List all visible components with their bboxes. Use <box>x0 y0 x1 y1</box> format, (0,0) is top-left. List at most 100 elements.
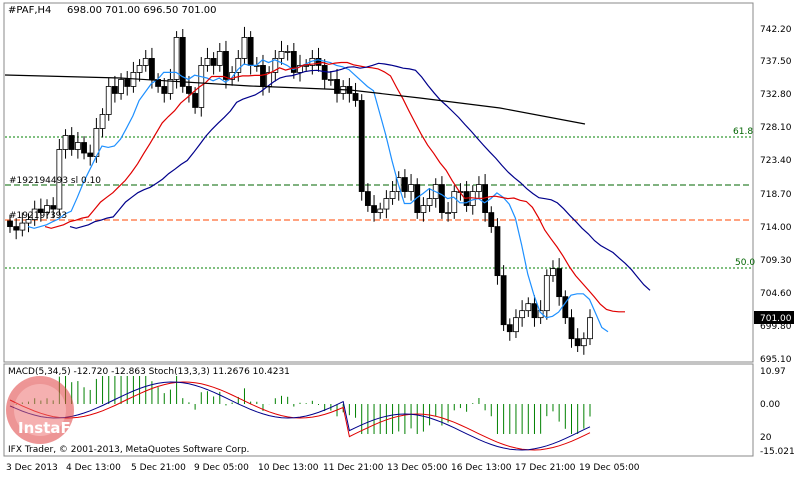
candle-body <box>426 198 433 206</box>
candle-body <box>476 184 482 192</box>
price-tick: 695.10 <box>760 355 792 365</box>
ma-slow-line <box>69 62 651 291</box>
candle-body <box>68 135 75 150</box>
candle-body <box>284 51 291 53</box>
time-label: 4 Dec 13:00 <box>66 463 121 473</box>
price-tick: 718.70 <box>760 190 792 200</box>
candle-body <box>506 324 513 333</box>
time-label: 17 Dec 21:00 <box>515 463 576 473</box>
price-tick: 723.40 <box>760 156 792 166</box>
candle-body <box>136 65 143 73</box>
candle-body <box>161 86 168 94</box>
current-price-marker <box>754 311 794 324</box>
candle-body <box>173 37 180 80</box>
main-panel <box>3 2 754 363</box>
ma-long-line <box>4 74 586 125</box>
candle-body <box>401 177 408 192</box>
candle-body <box>31 208 38 220</box>
candle-body <box>445 212 451 214</box>
order-label: #192194493 sl 0.10 <box>9 176 101 186</box>
candle-body <box>105 86 112 115</box>
candle-body <box>44 205 50 213</box>
candle-body <box>50 205 57 210</box>
candle-body <box>556 268 563 298</box>
time-label: 9 Dec 05:00 <box>194 463 249 473</box>
candle-body <box>25 219 32 224</box>
stochastic-signal-line <box>9 381 591 451</box>
candle-body <box>543 275 550 312</box>
time-label: 11 Dec 21:00 <box>323 463 384 473</box>
candle-body <box>118 79 124 94</box>
candle-body <box>297 65 303 73</box>
candle-body <box>74 142 81 150</box>
price-tick: 742.20 <box>760 25 792 35</box>
candle-body <box>167 79 174 94</box>
candle-body <box>290 51 297 73</box>
candle-body <box>500 275 507 326</box>
candle-body <box>513 317 519 333</box>
price-tick: 709.30 <box>760 256 792 266</box>
candle-body <box>204 58 211 66</box>
candle-body <box>111 86 118 94</box>
indicator-tick: 20 <box>760 433 772 443</box>
candle-body <box>278 51 285 59</box>
candle-body <box>241 37 248 59</box>
candle-body <box>352 93 359 101</box>
time-label: 19 Dec 05:00 <box>579 463 640 473</box>
indicator-panel <box>3 363 754 457</box>
candle-body <box>580 338 587 347</box>
time-label: 13 Dec 05:00 <box>387 463 448 473</box>
levels-layer <box>5 136 752 269</box>
candle-body <box>210 58 217 66</box>
indicator-label: MACD(5,34,5) -12.720 -12.863 Stoch(13,3,… <box>8 367 290 377</box>
candle-body <box>62 135 69 150</box>
fib-level-label: 50.0 <box>735 258 755 268</box>
candle-body <box>81 142 87 154</box>
indicator-layer <box>9 376 591 451</box>
candle-body <box>37 208 44 213</box>
candle-body <box>179 37 186 87</box>
time-axis: 3 Dec 2013 4 Dec 13:00 5 Dec 21:00 9 Dec… <box>6 463 640 473</box>
candle-body <box>192 93 199 108</box>
price-tick: 704.60 <box>760 289 792 299</box>
candle-body <box>371 205 377 213</box>
candle-body <box>420 205 427 213</box>
candle-body <box>321 65 328 80</box>
candle-body <box>389 191 396 199</box>
candle-body <box>488 212 495 227</box>
price-tick: 714.00 <box>760 223 792 233</box>
candle-body <box>364 191 371 206</box>
candle-body <box>229 72 236 80</box>
candle-body <box>531 303 538 319</box>
price-tick: 728.10 <box>760 123 792 133</box>
candle-body <box>494 226 501 277</box>
candle-body <box>7 220 13 227</box>
price-tick: 737.50 <box>760 57 792 67</box>
candle-body <box>525 303 532 312</box>
candle-body <box>142 58 149 66</box>
candle-body <box>519 310 526 319</box>
candle-body <box>99 114 106 129</box>
candle-body <box>235 58 242 73</box>
candle-body <box>550 268 556 277</box>
stochastic-main-line <box>9 381 591 451</box>
candle-body <box>358 100 365 192</box>
candle-body <box>568 317 575 340</box>
candle-body <box>414 184 421 213</box>
moving-averages <box>4 59 651 333</box>
watermark-text: InstaForex <box>18 419 108 437</box>
candle-body <box>223 51 229 80</box>
candle-body <box>149 58 155 80</box>
candle-body <box>247 37 254 66</box>
time-label: 5 Dec 21:00 <box>131 463 186 473</box>
ma-fast-line <box>27 59 609 333</box>
fib-level-label: 61.8 <box>733 127 753 137</box>
candle-body <box>439 184 445 213</box>
candle-body <box>87 152 94 157</box>
chart-symbol: #PAF,H4 <box>8 5 51 16</box>
candle-body <box>327 79 334 81</box>
time-label: 3 Dec 2013 <box>6 463 58 473</box>
chart-ohlc: 698.00 701.00 696.50 701.00 <box>67 5 217 16</box>
